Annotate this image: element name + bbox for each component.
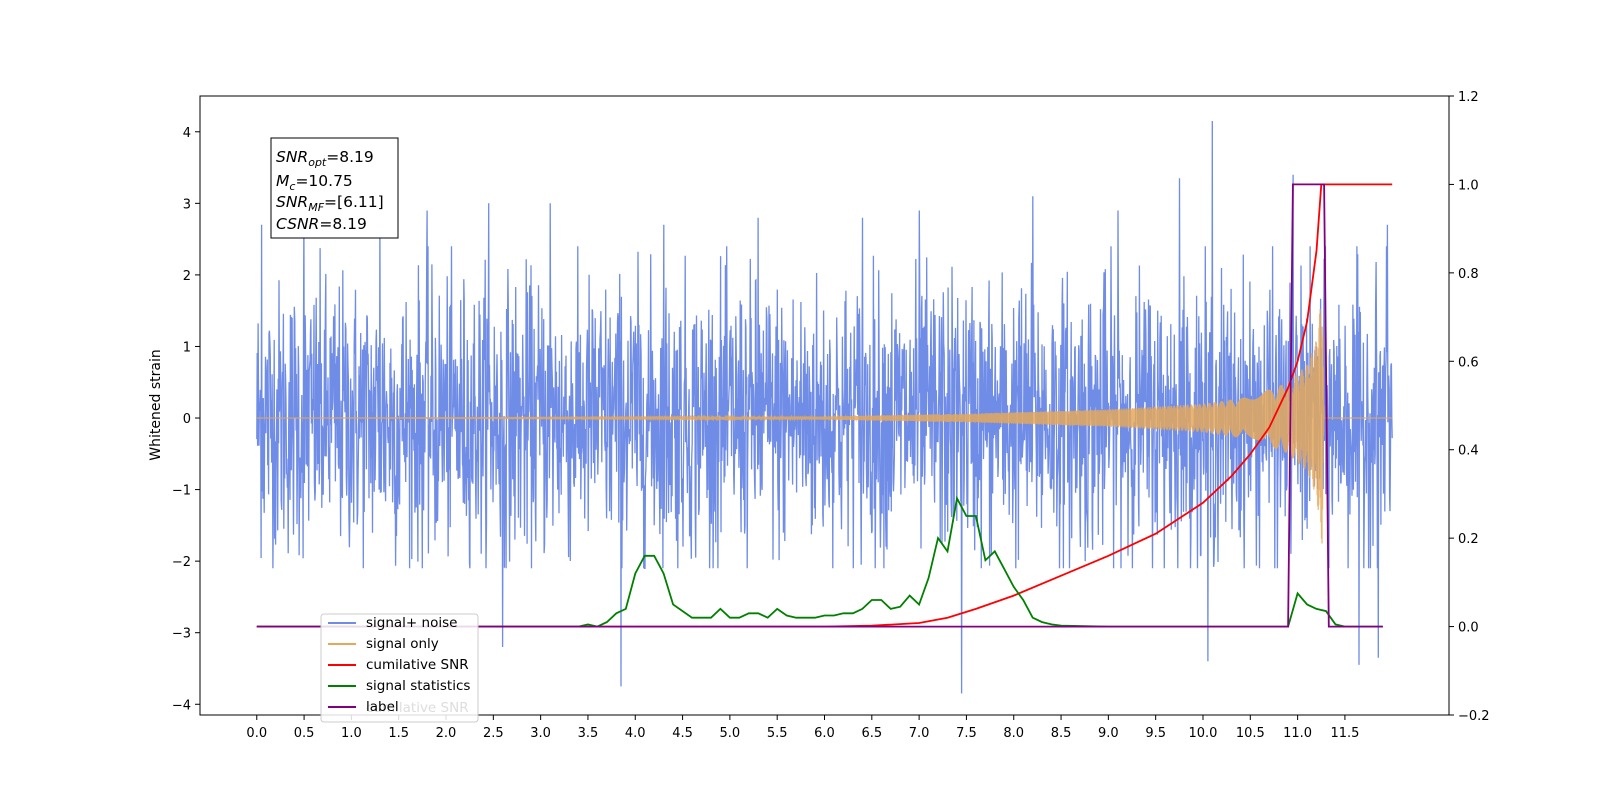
y-tick-label: 3 <box>183 197 191 212</box>
y-tick-label: 1 <box>183 340 191 355</box>
series-label-line <box>256 183 1383 628</box>
x-tick-label: 2.0 <box>436 726 457 741</box>
x-tick-label: 1.5 <box>388 726 409 741</box>
x-tick-label: 5.5 <box>767 726 788 741</box>
x-tick-label: 2.5 <box>483 726 504 741</box>
x-tick-label: 7.5 <box>956 726 977 741</box>
y-axis-right: 1.2 1.0 0.8 0.6 0.4 0.2 0.0 −0.2 <box>1449 90 1490 724</box>
legend: cumilative SNR signal+ noise signal only c… <box>320 613 479 723</box>
legend-box <box>320 613 479 723</box>
snr-mf-text: SNRMF=[6.11] <box>276 193 384 214</box>
x-tick-label: 5.0 <box>720 726 741 741</box>
x-tick-label: 6.0 <box>814 726 835 741</box>
annotation-box <box>270 137 399 239</box>
y-tick-label: −4 <box>172 698 191 713</box>
y2-tick-label: 1.2 <box>1458 90 1479 105</box>
x-tick-label: 0.5 <box>294 726 315 741</box>
x-tick-label: 3.5 <box>578 726 599 741</box>
y-tick-label: −3 <box>172 627 191 642</box>
y2-tick-label: −0.2 <box>1458 709 1490 724</box>
stats-annotation: SNRopt=8.19 Mc=10.75 SNRMF=[6.11] CSNR=8… <box>270 137 399 239</box>
y-tick-label: 2 <box>183 269 191 284</box>
x-tick-label: 10.5 <box>1236 726 1265 741</box>
y-tick-label: 4 <box>183 126 191 141</box>
y2-tick-label: 0.6 <box>1458 355 1479 370</box>
legend-label: signal only <box>366 636 439 652</box>
legend-ghost-text: cumilative SNR <box>366 700 469 716</box>
x-tick-label: 0.0 <box>246 726 267 741</box>
legend-label: cumilative SNR <box>366 657 469 673</box>
x-tick-label: 11.0 <box>1283 726 1312 741</box>
y2-tick-label: 0.8 <box>1458 267 1479 282</box>
x-tick-label: 11.5 <box>1330 726 1359 741</box>
y-tick-label: −1 <box>172 484 191 499</box>
y-tick-label: −2 <box>172 555 191 570</box>
x-tick-label: 6.5 <box>861 726 882 741</box>
x-tick-label: 7.0 <box>909 726 930 741</box>
x-tick-label: 10.0 <box>1189 726 1218 741</box>
series-layer <box>256 120 1393 694</box>
x-tick-label: 9.0 <box>1098 726 1119 741</box>
legend-label: label <box>366 699 399 715</box>
y-axis-left: 4 3 2 1 0 −1 −2 −3 −4 <box>172 126 200 713</box>
x-tick-label: 1.0 <box>341 726 362 741</box>
mc-text: Mc=10.75 <box>276 172 353 193</box>
series-signal-noise-line <box>256 120 1393 694</box>
csnr-text: CSNR=8.19 <box>276 215 367 233</box>
x-tick-label: 3.0 <box>530 726 551 741</box>
legend-label: signal statistics <box>366 678 470 694</box>
snr-opt-text: SNRopt=8.19 <box>276 148 374 169</box>
legend-label: signal+ noise <box>366 615 457 631</box>
y-tick-label: 0 <box>183 412 191 427</box>
y-axis-label: Whitened strain <box>148 349 164 460</box>
y2-tick-label: 0.0 <box>1458 621 1479 636</box>
series-signal-only-line <box>256 309 1393 544</box>
y2-tick-label: 0.2 <box>1458 532 1479 547</box>
y2-tick-label: 1.0 <box>1458 178 1479 193</box>
x-tick-label: 4.0 <box>625 726 646 741</box>
x-tick-label: 8.5 <box>1051 726 1072 741</box>
series-cumulative-snr-line <box>256 183 1393 628</box>
y2-tick-label: 0.4 <box>1458 444 1479 459</box>
x-tick-label: 4.5 <box>672 726 693 741</box>
x-tick-label: 9.5 <box>1145 726 1166 741</box>
series-signal-statistics-line <box>256 495 1383 628</box>
x-axis: 0.0 0.5 1.0 1.5 2.0 2.5 3.0 3.5 4.0 4.5 5.0 5.5 6.0 6… <box>246 715 1359 741</box>
x-tick-label: 8.0 <box>1003 726 1024 741</box>
